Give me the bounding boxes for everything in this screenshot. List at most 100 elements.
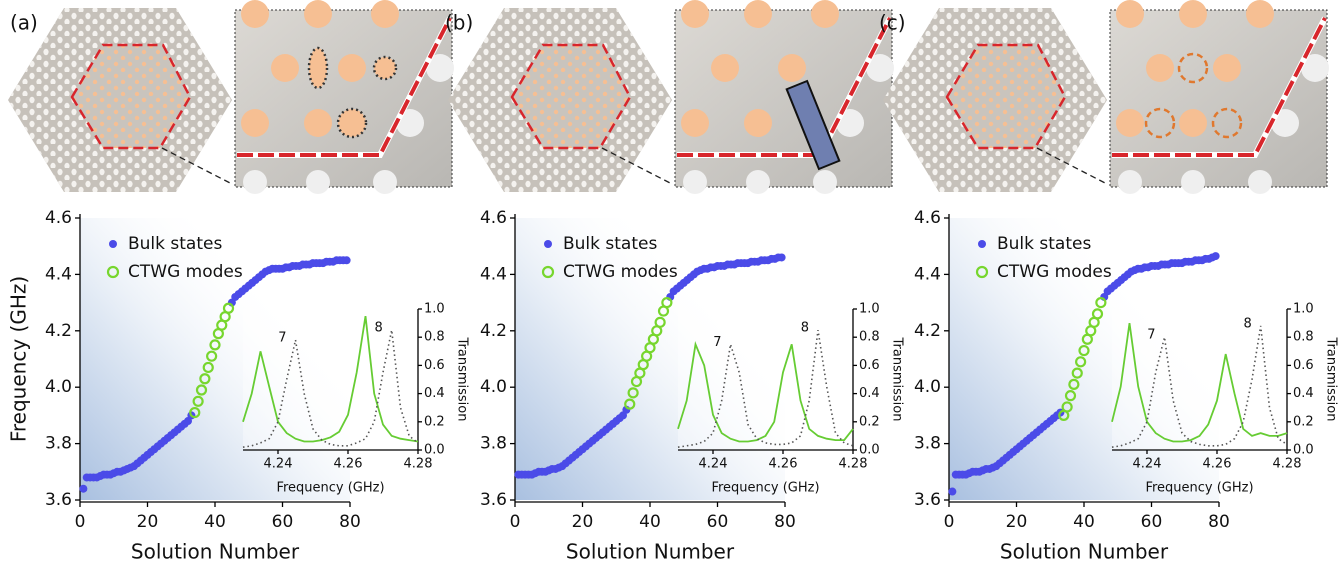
peak-annotation: 7 (278, 331, 286, 346)
y-tick-label: 4.4 (480, 264, 507, 284)
x-tick-label: 0 (944, 512, 955, 532)
x-tick-label: 40 (204, 512, 226, 532)
x-tick-label: 80 (774, 512, 796, 532)
inset-y-tick-label: 0.0 (859, 443, 880, 458)
inset-x-tick-label: 4.28 (404, 457, 433, 472)
x-tick-label: 40 (639, 512, 661, 532)
y-tick-label: 4.6 (480, 208, 507, 228)
panel-label: (a) (10, 11, 38, 35)
y-tick-label: 4.2 (914, 321, 941, 341)
peak-annotation: 7 (1147, 328, 1155, 343)
point (343, 256, 351, 264)
legend-label: Bulk states (997, 234, 1091, 254)
inset-y-tick-label: 0.8 (424, 330, 445, 345)
point (778, 253, 786, 261)
y-tick-label: 3.8 (480, 434, 507, 454)
y-tick-label: 4.0 (45, 377, 72, 397)
inset-x-tick-label: 4.28 (839, 457, 868, 472)
peak-annotation: 8 (374, 321, 382, 336)
x-tick-label: 80 (1208, 512, 1230, 532)
y-tick-label: 3.8 (45, 434, 72, 454)
inset-y-tick-label: 0.0 (424, 443, 445, 458)
y-tick-label: 4.0 (914, 377, 941, 397)
inset-x-tick-label: 4.24 (699, 457, 728, 472)
figure: (a)3.63.84.04.24.44.6020406080Solution N… (0, 0, 1339, 572)
inset-x-label: Frequency (GHz) (276, 481, 384, 496)
point (1212, 252, 1220, 260)
point (948, 488, 956, 496)
page: (a)3.63.84.04.24.44.6020406080Solution N… (0, 0, 1339, 572)
inset-y-tick-label: 1.0 (424, 302, 445, 317)
y-tick-label: 4.0 (480, 377, 507, 397)
peak-annotation: 7 (713, 335, 721, 350)
panel-label: (b) (445, 11, 473, 35)
inset-y-label: Transmission (890, 337, 905, 422)
inset-x-label: Frequency (GHz) (711, 481, 819, 496)
inset-y-tick-label: 0.6 (859, 358, 880, 373)
x-axis-label: Solution Number (131, 540, 300, 564)
x-axis-label: Solution Number (566, 540, 735, 564)
inset-y-tick-label: 0.0 (1293, 443, 1314, 458)
y-tick-label: 3.6 (480, 490, 507, 510)
inset-y-tick-label: 0.6 (424, 358, 445, 373)
inset-x-tick-label: 4.28 (1273, 457, 1302, 472)
inset-y-label: Transmission (1324, 337, 1339, 422)
y-tick-label: 4.2 (45, 321, 72, 341)
inset-x-tick-label: 4.26 (769, 457, 798, 472)
inset-x-tick-label: 4.26 (1203, 457, 1232, 472)
x-tick-label: 60 (272, 512, 294, 532)
legend-label: Bulk states (563, 234, 657, 254)
legend-marker (978, 240, 986, 248)
inset-x-label: Frequency (GHz) (1145, 481, 1253, 496)
inset-y-tick-label: 1.0 (1293, 302, 1314, 317)
inset-y-tick-label: 0.2 (859, 414, 880, 429)
panel-image-c (883, 0, 1329, 194)
inset-x-tick-label: 4.26 (334, 457, 363, 472)
inset-y-tick-label: 0.8 (1293, 330, 1314, 345)
inset-y-tick-label: 0.8 (859, 330, 880, 345)
legend-marker (109, 240, 117, 248)
legend-marker (544, 240, 552, 248)
inset-y-tick-label: 0.4 (424, 386, 445, 401)
inset-y-tick-label: 1.0 (859, 302, 880, 317)
y-tick-label: 4.6 (914, 208, 941, 228)
inset-background (243, 309, 418, 450)
peak-annotation: 8 (801, 321, 809, 336)
inset-y-tick-label: 0.4 (859, 386, 880, 401)
inset-x-tick-label: 4.24 (1133, 457, 1162, 472)
inset-background (678, 309, 853, 450)
y-tick-label: 4.6 (45, 208, 72, 228)
inset-y-tick-label: 0.2 (1293, 414, 1314, 429)
panel-label: (c) (879, 11, 906, 35)
y-tick-label: 3.8 (914, 434, 941, 454)
legend-label: Bulk states (128, 234, 222, 254)
inset-y-tick-label: 0.4 (1293, 386, 1314, 401)
inset-y-label: Transmission (455, 337, 470, 422)
y-axis-label: Frequency (GHz) (7, 276, 31, 442)
x-tick-label: 20 (137, 512, 159, 532)
x-tick-label: 0 (510, 512, 521, 532)
y-tick-label: 4.4 (45, 264, 72, 284)
inset-y-tick-label: 0.2 (424, 414, 445, 429)
point (79, 485, 87, 493)
x-tick-label: 20 (1006, 512, 1028, 532)
x-tick-label: 20 (572, 512, 594, 532)
peak-annotation: 8 (1243, 316, 1251, 331)
legend-label: CTWG modes (563, 262, 678, 282)
x-tick-label: 40 (1073, 512, 1095, 532)
y-tick-label: 4.4 (914, 264, 941, 284)
panel-image-b (448, 0, 894, 194)
inset-x-tick-label: 4.24 (264, 457, 293, 472)
y-tick-label: 3.6 (914, 490, 941, 510)
x-axis-label: Solution Number (1000, 540, 1169, 564)
x-tick-label: 0 (75, 512, 86, 532)
x-tick-label: 80 (339, 512, 361, 532)
y-tick-label: 3.6 (45, 490, 72, 510)
inset-y-tick-label: 0.6 (1293, 358, 1314, 373)
x-tick-label: 60 (707, 512, 729, 532)
x-tick-label: 60 (1141, 512, 1163, 532)
legend-label: CTWG modes (997, 262, 1112, 282)
panel-image-a (8, 0, 454, 194)
legend-label: CTWG modes (128, 262, 243, 282)
y-tick-label: 4.2 (480, 321, 507, 341)
